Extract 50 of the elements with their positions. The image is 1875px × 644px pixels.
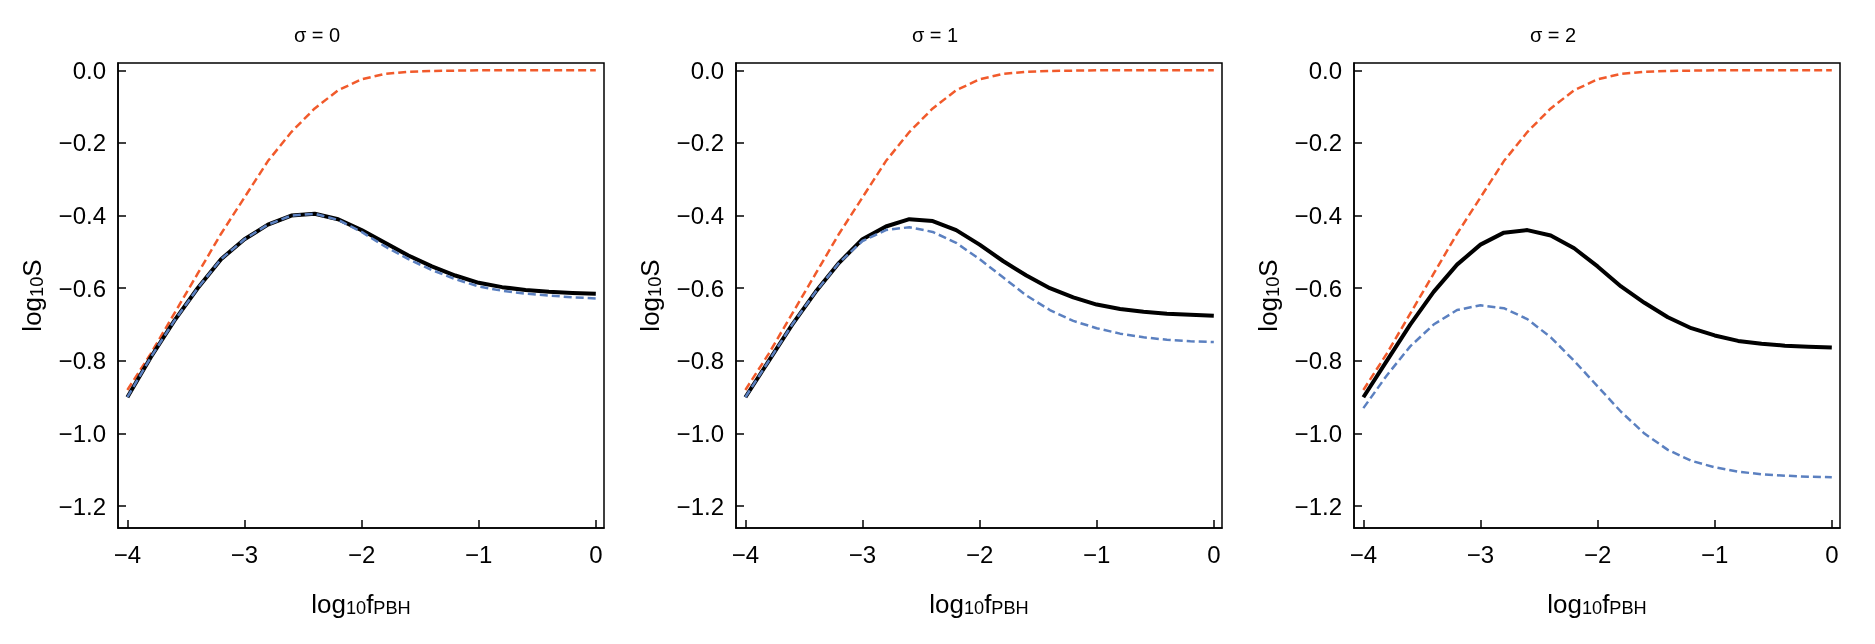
line-series: [126, 69, 598, 392]
y-tick-label: 0.0: [72, 56, 106, 84]
y-tick-label: −0.4: [676, 202, 724, 230]
x-tick-label: −4: [731, 540, 760, 568]
y-tick-label: −0.6: [1294, 274, 1342, 302]
x-axis-title: log10fPBH: [929, 588, 1029, 619]
y-tick-label: −1.2: [1294, 492, 1342, 520]
x-tick-label: −2: [965, 540, 994, 568]
y-tick-label: −1.2: [58, 492, 106, 520]
y-tick-label: −0.4: [58, 202, 106, 230]
y-tick-label: −1.0: [1294, 420, 1342, 448]
line-series: [1362, 69, 1834, 392]
line-series: [1361, 228, 1834, 400]
y-tick-label: −1.0: [676, 420, 724, 448]
x-tick-label: −4: [113, 540, 142, 568]
y-tick-label: −1.2: [676, 492, 724, 520]
y-tick-label: 0.0: [1308, 56, 1342, 84]
x-tick-label: −3: [230, 540, 259, 568]
y-tick-label: −0.4: [1294, 202, 1342, 230]
x-axis-title: log10fPBH: [311, 588, 411, 619]
x-tick-label: −1: [465, 540, 493, 568]
line-series: [744, 69, 1216, 392]
y-tick-label: −0.6: [58, 274, 106, 302]
y-tick-label: −0.6: [676, 274, 724, 302]
x-tick-label: −1: [1083, 540, 1111, 568]
x-tick-label: −2: [347, 540, 376, 568]
line-series: [1362, 304, 1834, 479]
y-axis-title: log10S: [17, 259, 48, 332]
y-axis-title: log10S: [1253, 259, 1284, 332]
x-tick-label: 0: [589, 540, 603, 568]
chart-title: σ = 0: [293, 24, 341, 46]
y-axis-title: log10S: [635, 259, 666, 332]
x-tick-label: −3: [848, 540, 877, 568]
chart-title: σ = 1: [911, 24, 959, 46]
y-tick-label: −0.8: [1294, 347, 1342, 375]
x-axis-title: log10fPBH: [1547, 588, 1647, 619]
y-tick-label: 0.0: [690, 56, 724, 84]
y-tick-label: −0.8: [676, 347, 724, 375]
x-tick-label: 0: [1207, 540, 1221, 568]
x-tick-label: −1: [1701, 540, 1729, 568]
x-tick-label: −3: [1466, 540, 1495, 568]
x-tick-label: −4: [1349, 540, 1378, 568]
x-tick-label: −2: [1583, 540, 1612, 568]
x-tick-label: 0: [1825, 540, 1839, 568]
y-tick-label: −1.0: [58, 420, 106, 448]
y-tick-label: −0.2: [676, 129, 724, 157]
chart-title: σ = 2: [1529, 24, 1577, 46]
y-tick-label: −0.2: [58, 129, 106, 157]
y-tick-label: −0.2: [1294, 129, 1342, 157]
y-tick-label: −0.8: [58, 347, 106, 375]
